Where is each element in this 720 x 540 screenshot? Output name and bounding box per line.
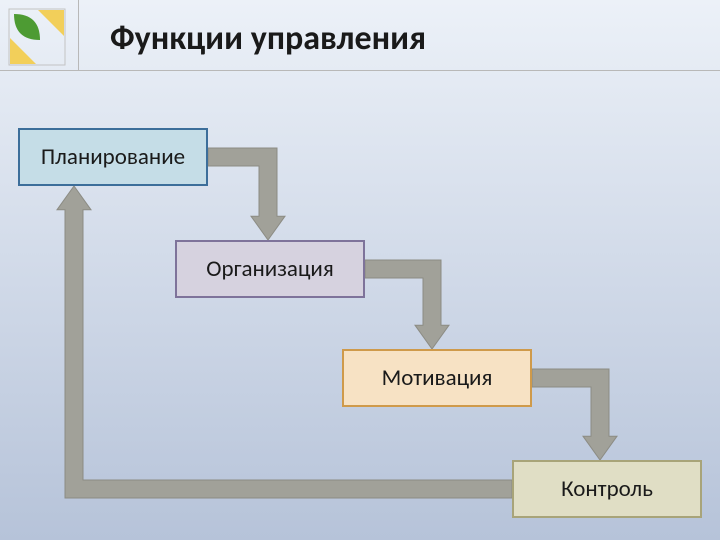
slide-canvas: Функции управления ПланированиеОрганизац…: [0, 0, 720, 540]
node-organization: Организация: [175, 240, 365, 298]
node-planning: Планирование: [18, 128, 208, 186]
arrow-feedback: [57, 186, 512, 498]
node-label: Организация: [206, 255, 333, 283]
node-motivation: Мотивация: [342, 349, 532, 407]
arrow-elbow: [532, 369, 617, 460]
node-label: Мотивация: [382, 364, 493, 392]
node-label: Контроль: [561, 475, 653, 503]
node-control: Контроль: [512, 460, 702, 518]
arrow-elbow: [208, 148, 285, 240]
arrow-elbow: [365, 260, 449, 349]
node-label: Планирование: [41, 143, 185, 171]
